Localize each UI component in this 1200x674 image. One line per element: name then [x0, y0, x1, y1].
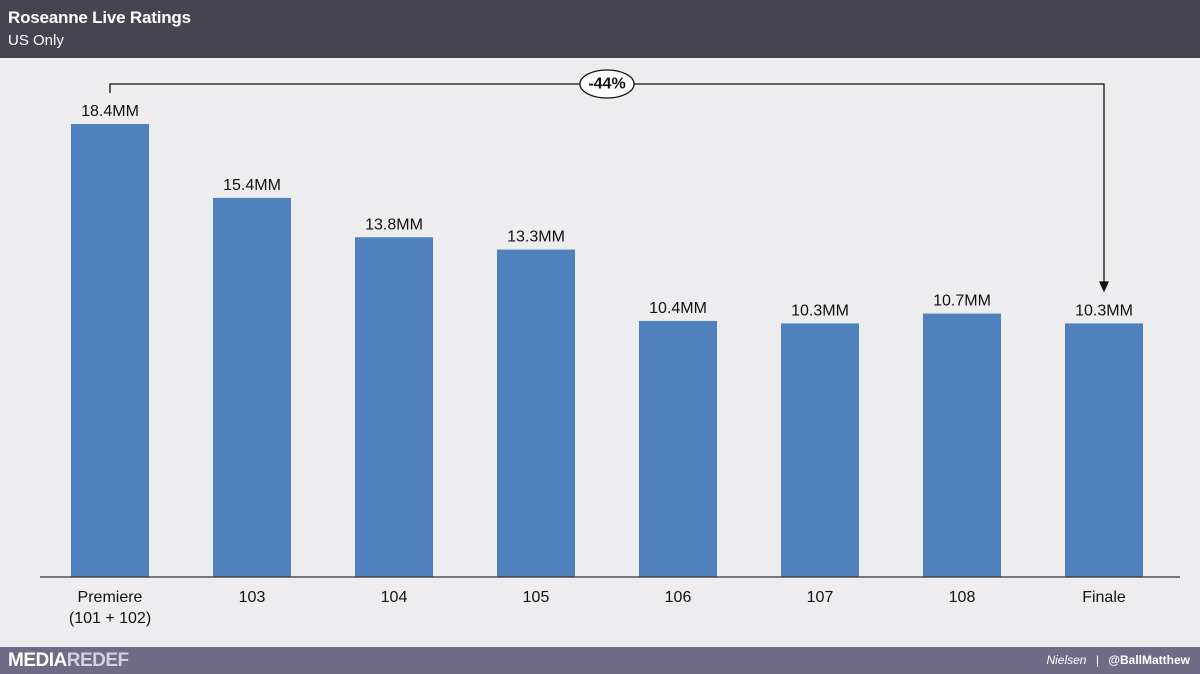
- chart-title: Roseanne Live Ratings: [8, 8, 191, 27]
- annotation-badge: [579, 69, 635, 99]
- source-text: Nielsen: [1046, 653, 1087, 667]
- x-tick-label-4: 106: [665, 589, 692, 606]
- footer-separator: |: [1095, 653, 1099, 667]
- bar-0: [71, 124, 149, 577]
- data-label-3: 13.3MM: [507, 229, 565, 246]
- x-tick-label-6: 108: [949, 589, 976, 606]
- data-label-5: 10.3MM: [791, 302, 849, 319]
- bar-7: [1065, 323, 1143, 577]
- media-redef-logo: MEDIAREDEF: [8, 650, 129, 671]
- bar-2: [355, 237, 433, 577]
- annotation-text: -44%: [588, 76, 625, 93]
- x-tick-label-0: Premiere: [78, 589, 143, 606]
- data-label-6: 10.7MM: [933, 293, 991, 310]
- x-tick-labels-group: Premiere (101 + 102) 103 104 105 106 107 108 Fin…: [69, 589, 1126, 627]
- data-label-4: 10.4MM: [649, 300, 707, 317]
- annotation-arrowhead: [1099, 281, 1109, 293]
- x-tick-label-2: 104: [381, 589, 408, 606]
- chart-subtitle: US Only: [8, 32, 64, 49]
- change-annotation: -44%: [109, 69, 1109, 293]
- bars-group: [71, 124, 1143, 577]
- bar-6: [923, 313, 1001, 577]
- data-label-2: 13.8MM: [365, 216, 423, 233]
- data-labels-group: 18.4MM 15.4MM 13.8MM 13.3MM 10.4MM 10.3MM 10.7…: [81, 103, 1133, 319]
- bar-chart: 18.4MM 15.4MM 13.8MM 13.3MM 10.4MM 10.3MM 10.7…: [40, 69, 1180, 627]
- x-tick-label-7: Finale: [1082, 589, 1126, 606]
- data-label-7: 10.3MM: [1075, 302, 1133, 319]
- x-tick-label-0-line2: (101 + 102): [69, 610, 151, 627]
- footer-bar: MEDIAREDEF Nielsen | @BallMatthew: [0, 647, 1200, 674]
- author-handle: @BallMatthew: [1108, 653, 1190, 667]
- data-label-0: 18.4MM: [81, 103, 139, 120]
- bar-3: [497, 249, 575, 577]
- x-tick-label-5: 107: [807, 589, 834, 606]
- data-label-1: 15.4MM: [223, 177, 281, 194]
- bar-4: [639, 320, 717, 577]
- chart-header: Roseanne Live Ratings US Only: [0, 0, 1200, 58]
- x-tick-label-1: 103: [239, 589, 266, 606]
- x-tick-label-3: 105: [523, 589, 550, 606]
- footer-credits: Nielsen | @BallMatthew: [1046, 653, 1190, 667]
- bar-5: [781, 323, 859, 577]
- bar-1: [213, 197, 291, 577]
